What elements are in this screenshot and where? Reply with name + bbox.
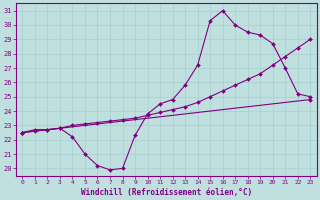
- X-axis label: Windchill (Refroidissement éolien,°C): Windchill (Refroidissement éolien,°C): [81, 188, 252, 197]
